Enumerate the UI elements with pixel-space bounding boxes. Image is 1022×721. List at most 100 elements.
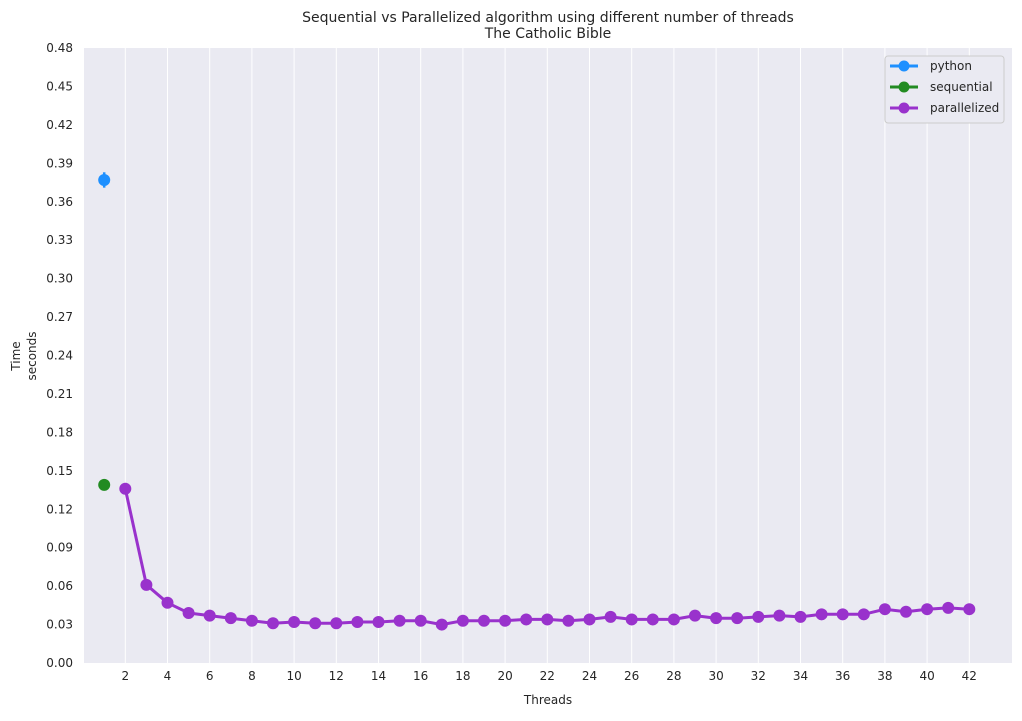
x-tick-label: 32 — [751, 669, 766, 683]
x-tick-label: 16 — [413, 669, 428, 683]
legend-item-python: python — [890, 59, 972, 73]
data-point-parallelized — [520, 613, 533, 626]
data-point-parallelized — [710, 612, 723, 625]
y-tick-label: 0.27 — [46, 310, 73, 324]
x-ticks: 2 4 6 8 10 12 14 16 18 20 22 24 26 28 30 32 34 36 38 40 42 — [121, 669, 976, 683]
data-point-parallelized — [393, 614, 406, 627]
data-point-parallelized — [900, 605, 912, 618]
data-point-parallelized — [625, 613, 638, 626]
x-tick-label: 34 — [793, 669, 808, 683]
x-tick-label: 22 — [540, 669, 555, 683]
data-point-parallelized — [646, 613, 659, 626]
data-point-parallelized — [541, 613, 554, 626]
legend-label-parallelized: parallelized — [930, 101, 999, 115]
y-axis-label-line2: seconds — [25, 331, 39, 380]
data-point-parallelized — [583, 613, 596, 626]
data-point-parallelized — [942, 601, 955, 614]
y-tick-label: 0.09 — [46, 541, 73, 555]
x-tick-label: 28 — [666, 669, 681, 683]
legend-marker-parallelized — [898, 102, 910, 114]
data-point-parallelized — [119, 482, 132, 495]
y-tick-label: 0.21 — [46, 387, 73, 401]
legend-item-sequential: sequential — [890, 80, 993, 94]
legend: python sequential parallelized — [884, 55, 1005, 124]
y-axis-label-line1: Time — [9, 341, 23, 371]
series-layer — [98, 172, 976, 631]
y-tick-label: 0.00 — [46, 656, 73, 670]
data-point-parallelized — [921, 603, 934, 616]
plot-area — [84, 48, 1012, 663]
x-tick-label: 8 — [248, 669, 256, 683]
x-axis-label: Threads — [523, 693, 572, 707]
x-tick-label: 38 — [877, 669, 892, 683]
x-tick-label: 12 — [329, 669, 344, 683]
chart-subtitle: The Catholic Bible — [484, 26, 612, 42]
data-point-parallelized — [182, 607, 195, 620]
data-point-parallelized — [245, 614, 258, 627]
data-point-parallelized — [878, 603, 891, 616]
x-tick-label: 4 — [164, 669, 172, 683]
y-ticks: 0.00 0.03 0.06 0.09 0.12 0.15 0.18 0.21 0.24 0.27… — [46, 41, 73, 670]
y-tick-label: 0.18 — [46, 425, 73, 439]
series-python — [98, 172, 111, 188]
data-point-parallelized — [752, 610, 765, 623]
x-tick-label: 20 — [497, 669, 512, 683]
series-parallelized — [119, 482, 976, 631]
x-tick-label: 24 — [582, 669, 597, 683]
data-point-parallelized — [857, 608, 870, 621]
x-tick-label: 40 — [919, 669, 934, 683]
data-point-parallelized — [689, 609, 701, 622]
legend-marker-python — [898, 60, 910, 72]
data-point-parallelized — [667, 613, 680, 626]
data-point-parallelized — [267, 617, 279, 630]
legend-marker-sequential — [898, 81, 910, 93]
x-tick-label: 10 — [286, 669, 301, 683]
y-tick-label: 0.12 — [46, 502, 73, 516]
x-tick-label: 18 — [455, 669, 470, 683]
data-point-parallelized — [330, 617, 343, 630]
y-tick-label: 0.42 — [46, 118, 73, 132]
grid — [124, 48, 970, 663]
data-point-parallelized — [161, 596, 174, 609]
y-tick-label: 0.45 — [46, 79, 73, 93]
data-point-sequential — [98, 478, 111, 491]
y-tick-label: 0.48 — [46, 41, 73, 55]
legend-label-sequential: sequential — [930, 80, 993, 94]
x-tick-label: 42 — [962, 669, 977, 683]
data-point-parallelized — [499, 614, 512, 627]
y-tick-label: 0.03 — [46, 618, 73, 632]
data-point-parallelized — [435, 618, 448, 631]
data-point-parallelized — [288, 616, 301, 628]
series-sequential — [98, 478, 111, 491]
data-point-parallelized — [414, 614, 427, 627]
y-tick-label: 0.30 — [46, 272, 73, 286]
y-tick-label: 0.33 — [46, 233, 73, 247]
x-tick-label: 30 — [708, 669, 723, 683]
x-tick-label: 36 — [835, 669, 850, 683]
data-point-python — [98, 173, 111, 186]
data-point-parallelized — [203, 609, 216, 622]
data-point-parallelized — [224, 612, 237, 625]
y-tick-label: 0.06 — [46, 579, 73, 593]
x-tick-label: 2 — [121, 669, 129, 683]
legend-item-parallelized: parallelized — [890, 101, 999, 115]
x-tick-label: 26 — [624, 669, 639, 683]
data-point-parallelized — [963, 603, 976, 616]
y-tick-label: 0.36 — [46, 195, 73, 209]
data-point-parallelized — [604, 610, 617, 623]
y-tick-label: 0.24 — [46, 349, 73, 363]
data-point-parallelized — [794, 610, 807, 623]
x-tick-label: 14 — [371, 669, 386, 683]
data-point-parallelized — [478, 614, 490, 627]
y-tick-label: 0.39 — [46, 156, 73, 170]
data-point-parallelized — [351, 616, 364, 628]
data-point-parallelized — [456, 614, 469, 627]
data-point-parallelized — [773, 609, 786, 622]
legend-box — [884, 55, 1005, 124]
data-point-parallelized — [140, 578, 153, 591]
data-point-parallelized — [562, 614, 575, 627]
chart-title: Sequential vs Parallelized algorithm usi… — [302, 10, 794, 26]
data-point-parallelized — [836, 608, 849, 621]
data-point-parallelized — [815, 608, 828, 621]
